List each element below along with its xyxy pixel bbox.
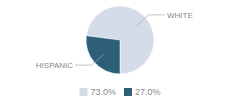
legend-label: 27.0% — [135, 87, 161, 97]
pie: WHITE HISPANIC — [36, 6, 193, 74]
legend: 73.0% 27.0% — [79, 87, 160, 97]
legend-item: 27.0% — [124, 87, 161, 97]
slice-label: HISPANIC — [36, 61, 73, 70]
legend-item: 73.0% — [79, 87, 116, 97]
legend-swatch — [124, 88, 132, 96]
pie-slice — [86, 6, 154, 74]
leader-line — [75, 55, 103, 66]
legend-swatch — [79, 88, 87, 96]
legend-label: 73.0% — [90, 87, 116, 97]
chart: WHITE HISPANIC 73.0% 27.0% — [0, 0, 240, 100]
leader-line — [137, 15, 165, 26]
slice-label: WHITE — [167, 11, 193, 20]
